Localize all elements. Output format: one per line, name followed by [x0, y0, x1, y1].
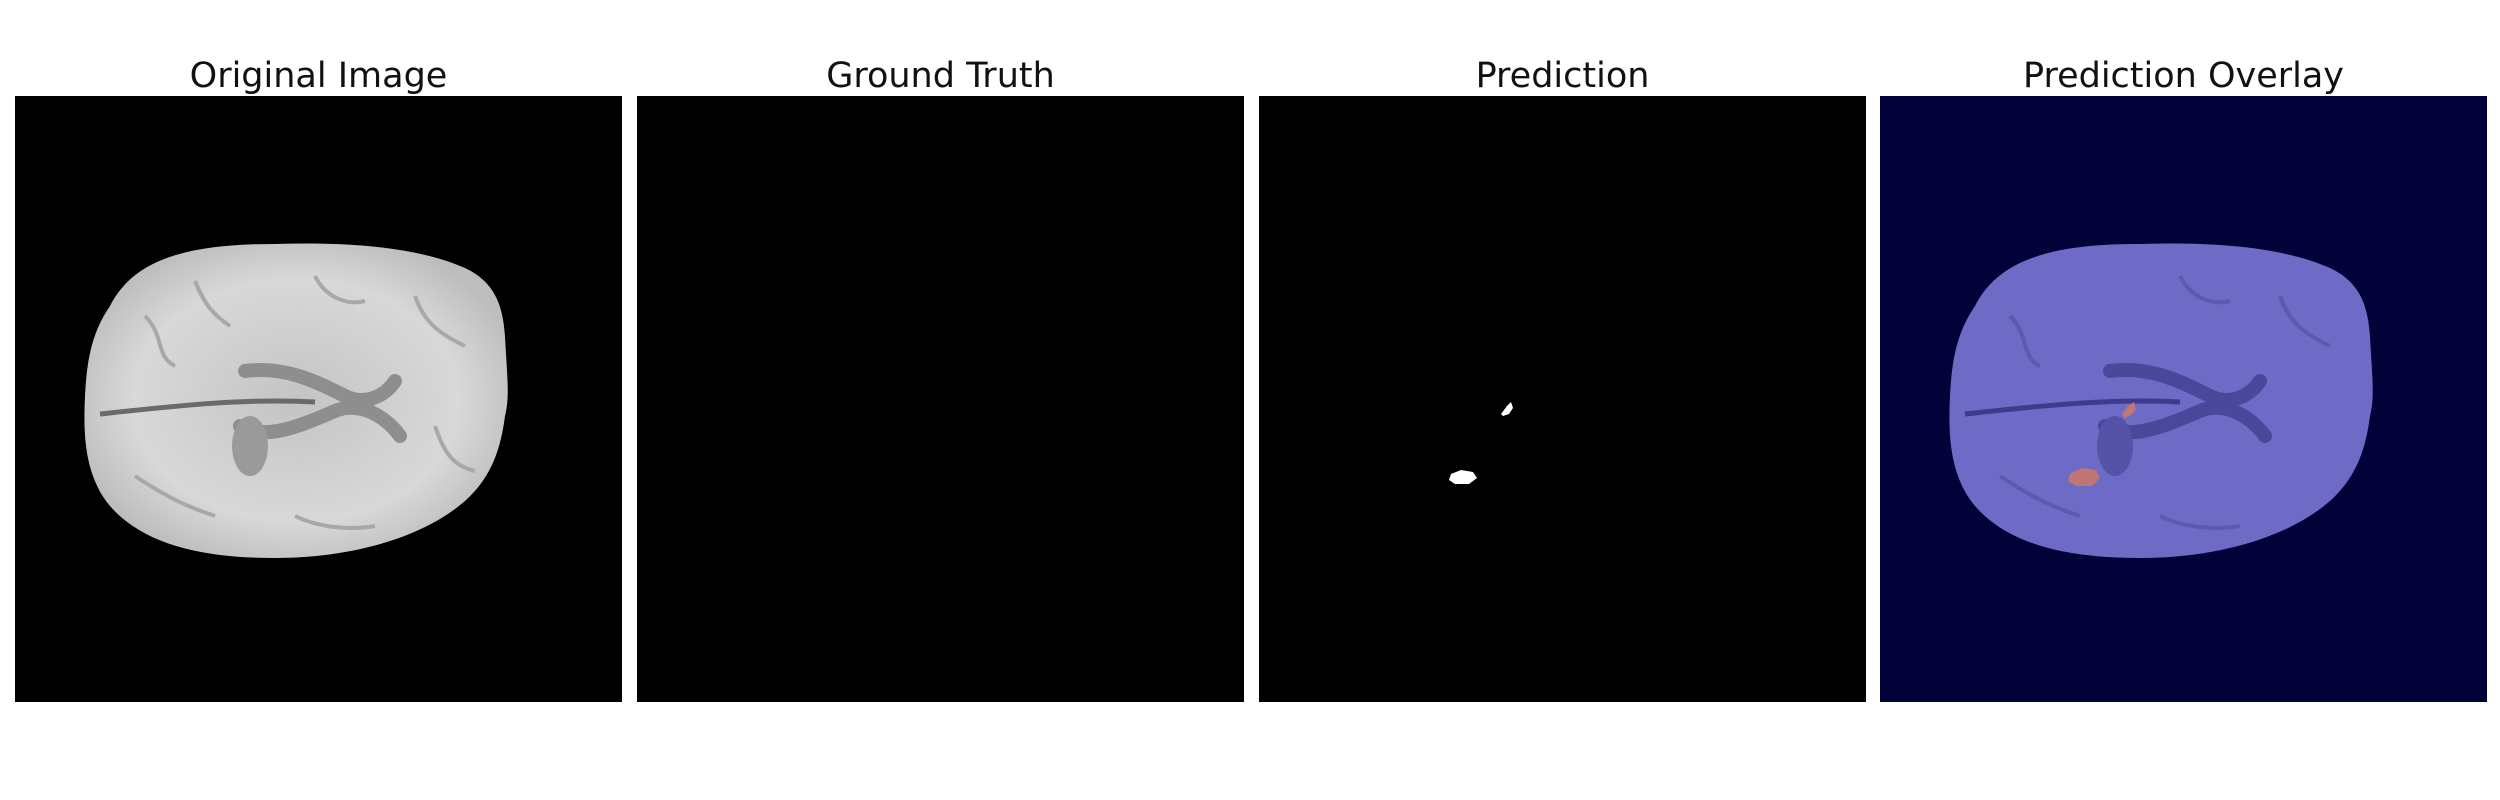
prediction-mask: [1259, 96, 1866, 702]
title-prediction: Prediction: [1475, 56, 1650, 96]
ground-truth-panel: [637, 96, 1244, 702]
overlay-blob-1: [2122, 402, 2136, 418]
original-image: [15, 96, 622, 702]
overlay-brain-shape: [1949, 243, 2373, 558]
brain-shape: [84, 243, 508, 558]
overlay-blob-2: [2068, 468, 2100, 486]
prediction-blob-2: [1449, 470, 1477, 484]
prediction-overlay: [1880, 96, 2487, 702]
prediction-blob-1: [1501, 402, 1513, 416]
original-image-panel: [15, 96, 622, 702]
prediction-overlay-panel: [1880, 96, 2487, 702]
ground-truth-mask: [637, 96, 1244, 702]
prediction-panel: [1259, 96, 1866, 702]
title-prediction-overlay: Prediction Overlay: [2022, 56, 2345, 96]
title-original-image: Original Image: [189, 56, 448, 96]
title-ground-truth: Ground Truth: [826, 56, 1055, 96]
